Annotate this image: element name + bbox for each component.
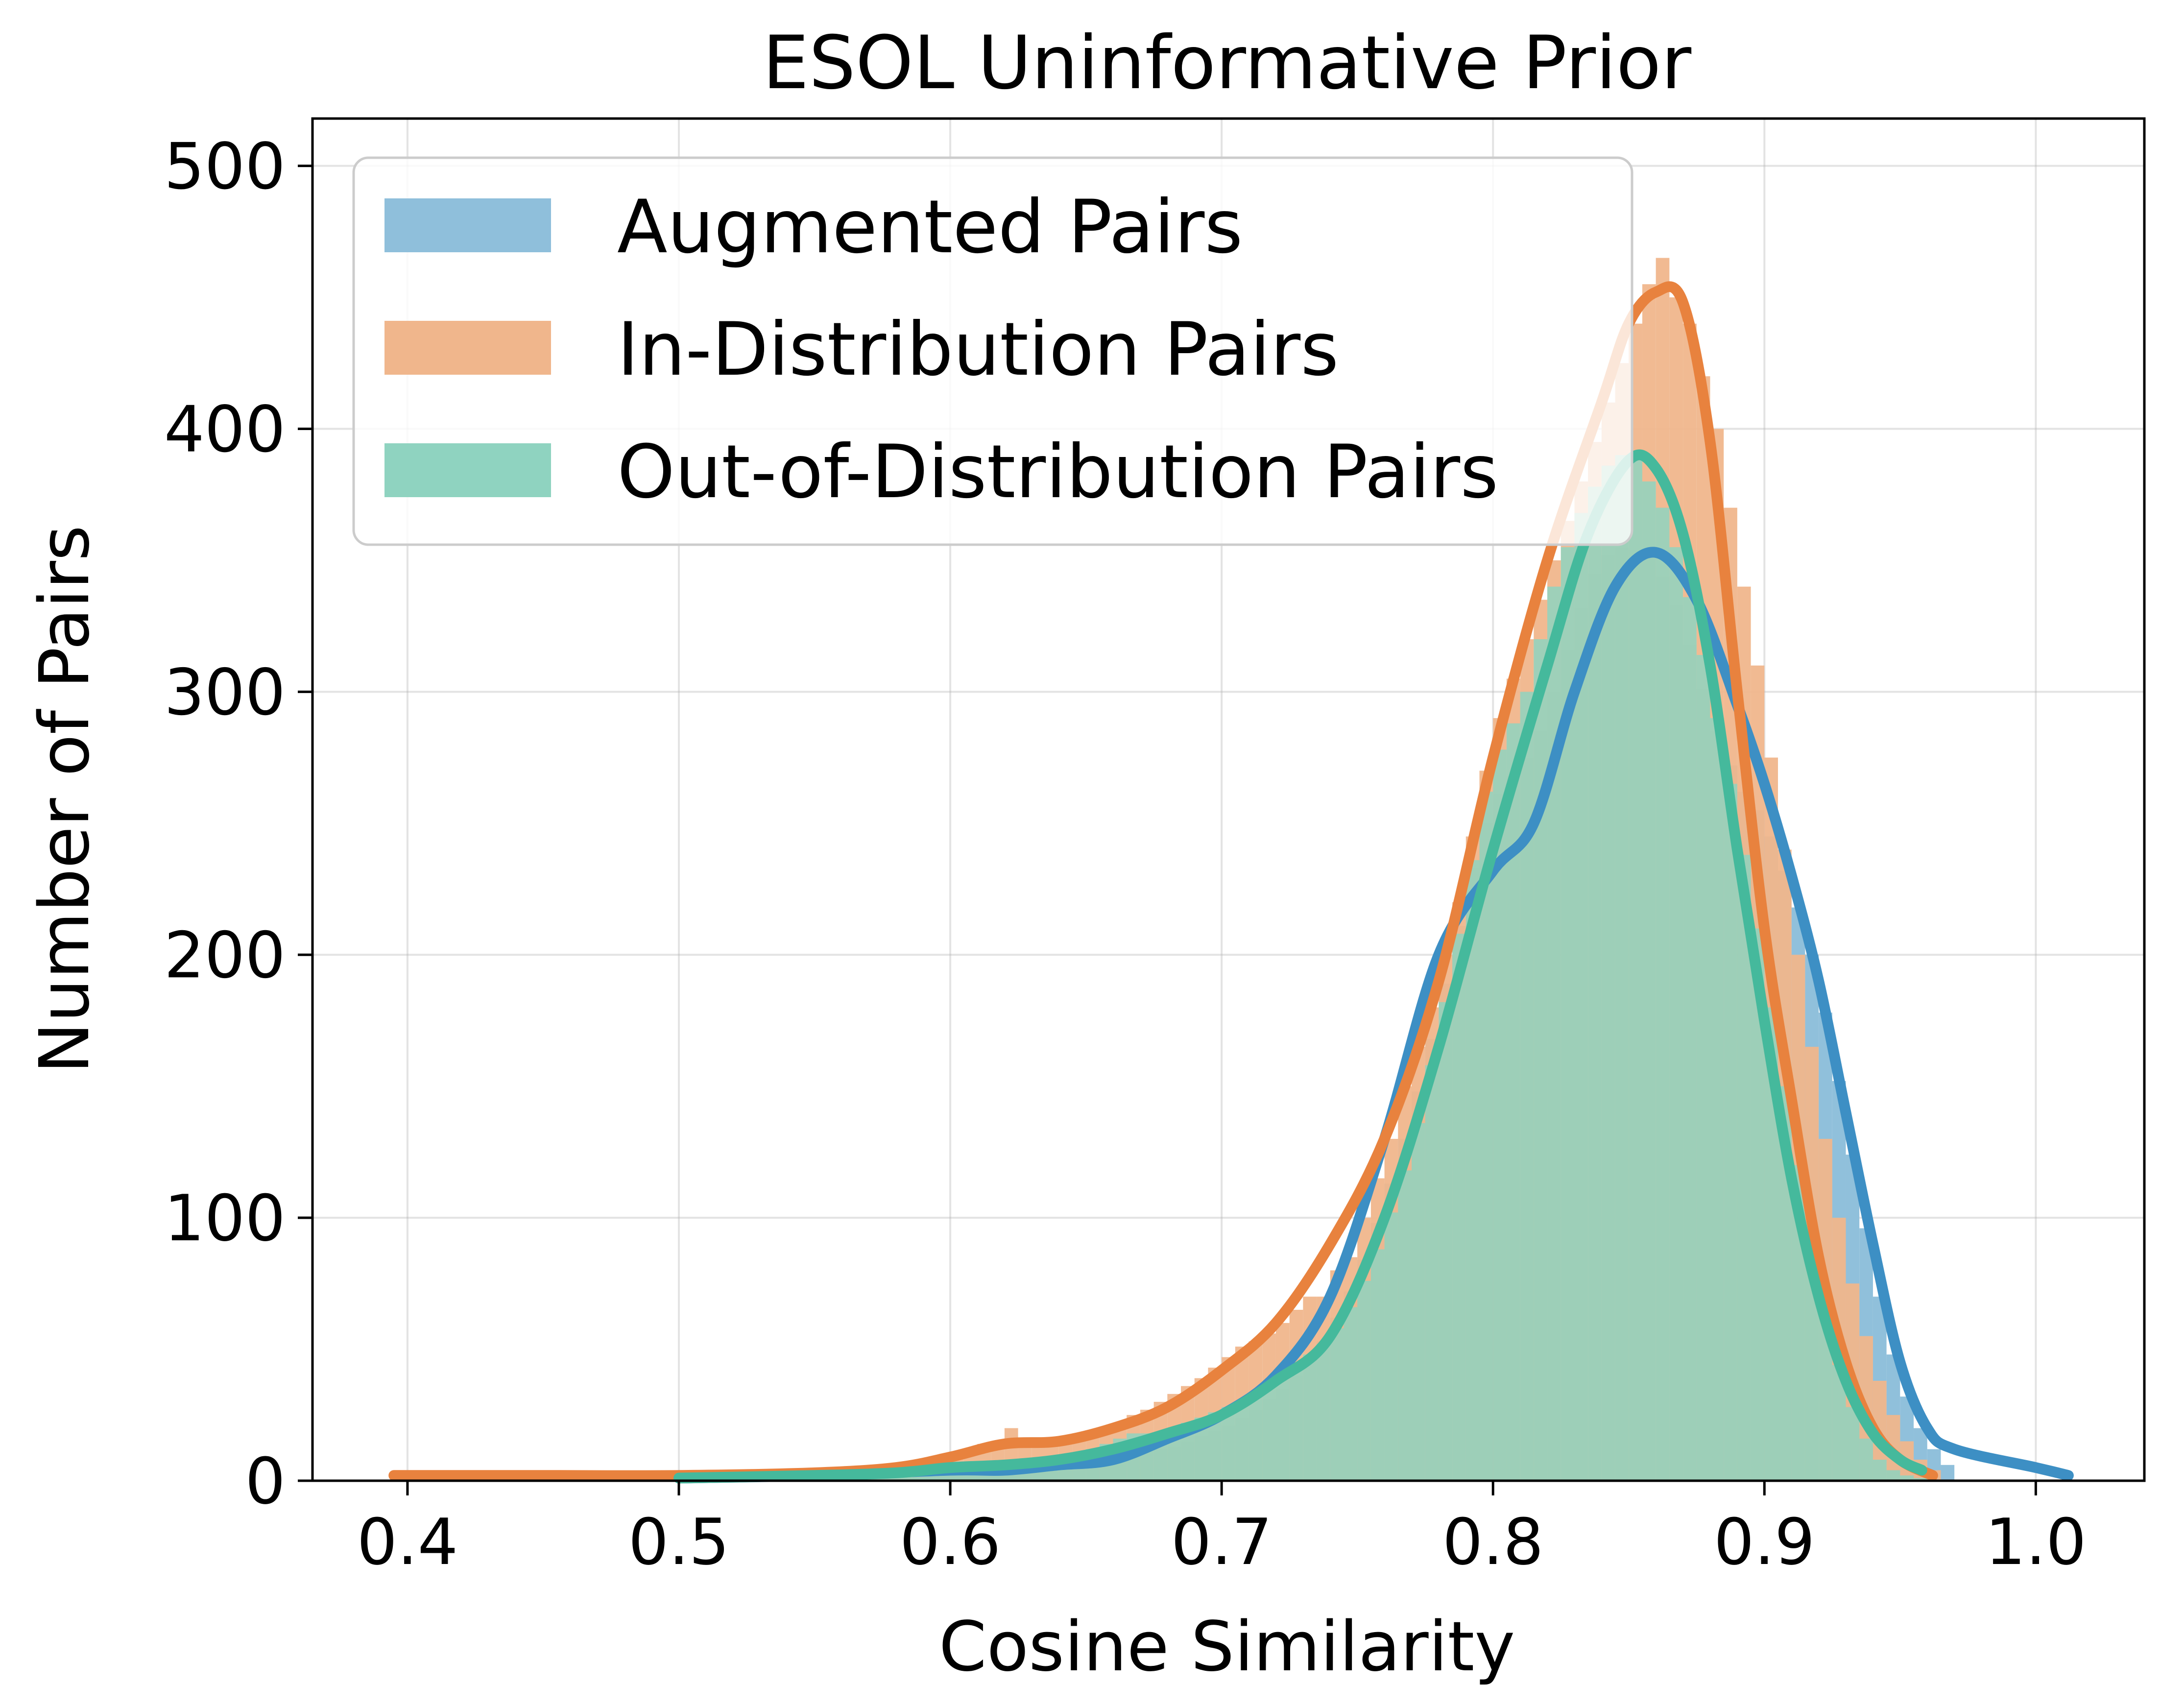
bar-s2-78 [1737,855,1751,1481]
bar-s2-53 [1398,1170,1412,1481]
bar-s2-64 [1547,586,1561,1481]
bar-s2-44 [1275,1375,1290,1481]
bar-s2-74 [1683,597,1697,1481]
x-tick-label-4: 0.8 [1442,1505,1544,1579]
bar-s0-90 [1941,1465,1955,1481]
bar-s2-63 [1534,639,1548,1481]
x-tick-label-2: 0.6 [900,1505,1001,1579]
bar-s2-87 [1859,1439,1873,1481]
bar-s2-51 [1370,1249,1385,1481]
y-tick-label-2: 200 [164,918,286,992]
bar-s2-62 [1520,692,1534,1481]
y-tick-label-0: 0 [245,1444,286,1518]
plot-frame [311,117,2146,1482]
bar-s2-47 [1317,1344,1330,1481]
bar-s2-88 [1873,1460,1887,1481]
x-axis-ticks: 0.4 0.5 0.6 0.7 0.8 0.9 1.0 [357,1481,2087,1579]
bar-s2-77 [1724,784,1737,1481]
bar-s2-72 [1656,507,1670,1481]
bar-s2-58 [1465,860,1480,1481]
legend-swatch-out-of-distribution [384,443,551,497]
kde-curves [388,281,2074,1484]
bar-s2-61 [1506,723,1520,1481]
bar-s2-41 [1235,1401,1249,1481]
bar-s2-86 [1846,1407,1860,1481]
y-tick-label-5: 500 [164,129,286,204]
kde-curve-0 [673,547,2074,1484]
legend-entry-augmented: Augmented Pairs [384,185,1243,270]
legend-label-out-of-distribution: Out-of-Distribution Pairs [617,430,1498,515]
legend-entry-in-distribution: In-Distribution Pairs [384,307,1339,392]
legend: Augmented Pairs In-Distribution Pairs Ou… [352,156,1633,546]
y-tick-label-4: 400 [164,392,286,467]
bar-s2-43 [1262,1386,1276,1481]
legend-swatch-in-distribution [384,321,551,375]
kde-curve-1 [388,281,1938,1481]
bar-s2-57 [1452,934,1466,1481]
bar-s2-52 [1384,1212,1398,1481]
bar-s2-91 [1914,1478,1927,1481]
legend-frame [352,156,1633,546]
bar-s2-71 [1642,481,1656,1481]
bar-s2-48 [1330,1328,1344,1481]
bar-s2-54 [1412,1123,1425,1481]
legend-label-in-distribution: In-Distribution Pairs [617,307,1339,392]
bar-s2-90 [1900,1475,1914,1481]
bar-s2-68 [1601,465,1615,1481]
legend-label-augmented: Augmented Pairs [617,185,1243,270]
bar-s2-75 [1696,655,1710,1481]
bar-s2-45 [1289,1365,1303,1481]
bar-s2-50 [1357,1280,1371,1481]
bar-s2-73 [1669,547,1683,1481]
bar-s2-70 [1629,460,1642,1481]
y-axis-label: Number of Pairs [25,525,105,1074]
x-axis-label: Cosine Similarity [939,1607,1515,1687]
bar-s2-56 [1439,1002,1453,1481]
bar-s2-69 [1615,455,1629,1481]
y-tick-label-3: 300 [164,655,286,729]
kde-curve-2 [673,449,1927,1484]
y-tick-label-1: 100 [164,1181,286,1255]
chart-title: ESOL Uninformative Prior [763,21,1692,106]
x-tick-label-6: 1.0 [1985,1505,2087,1579]
bar-s2-46 [1303,1354,1317,1481]
bar-s2-42 [1249,1394,1263,1481]
x-tick-label-0: 0.4 [357,1505,458,1579]
bar-s2-89 [1886,1470,1900,1481]
x-tick-label-1: 0.5 [628,1505,730,1579]
legend-swatch-augmented [384,198,551,252]
x-tick-label-5: 0.9 [1714,1505,1815,1579]
legend-entry-out-of-distribution: Out-of-Distribution Pairs [384,430,1498,515]
y-axis-ticks: 0 100 200 300 400 500 [164,129,312,1518]
bar-s2-76 [1710,718,1724,1481]
bar-s2-49 [1344,1307,1358,1481]
x-tick-label-3: 0.7 [1171,1505,1273,1579]
bar-s2-55 [1425,1065,1439,1481]
